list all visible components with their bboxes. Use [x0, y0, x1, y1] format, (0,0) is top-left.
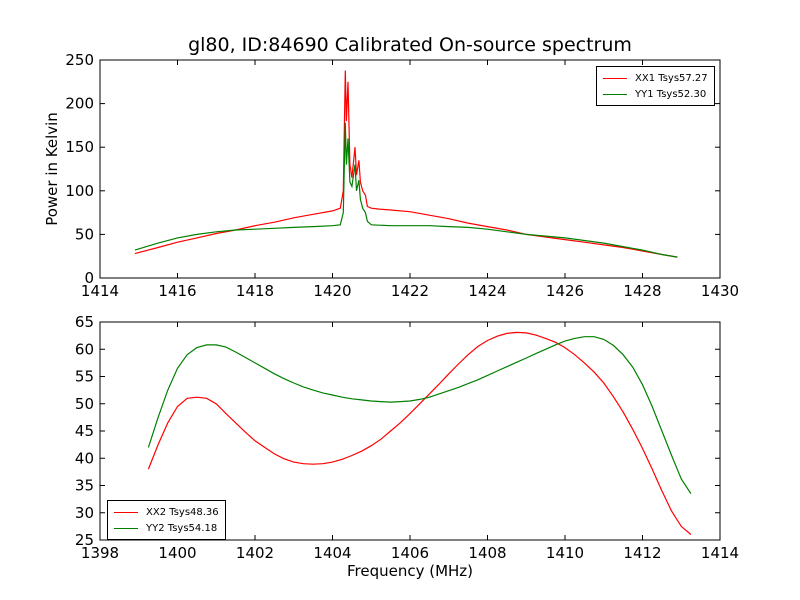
top-y-tick-label: 200: [65, 95, 94, 113]
bottom-x-tick-label: 1414: [701, 544, 739, 562]
bottom-plot-panel: 1398 1400 1402 1404 1406 1408 1410 1412 1414 25 30…: [75, 313, 739, 562]
top-y-tick-label: 250: [65, 51, 94, 69]
bottom-y-tick-label: 25: [75, 531, 94, 549]
legend-label-xx2: XX2 Tsys48.36: [146, 506, 219, 518]
legend-entry-yy2: YY2 Tsys54.18: [114, 520, 219, 536]
top-x-tick-label: 1426: [546, 282, 584, 300]
bottom-y-tick-label: 50: [75, 395, 94, 413]
top-y-tick-label: 0: [84, 269, 94, 287]
bottom-y-tick-label: 45: [75, 422, 94, 440]
bottom-x-tick-label: 1406: [391, 544, 429, 562]
bottom-x-tick-label: 1408: [468, 544, 506, 562]
top-series-1-line: [134, 70, 678, 258]
top-x-tick-label: 1418: [236, 282, 274, 300]
legend-entry-yy1: YY1 Tsys52.30: [603, 86, 708, 102]
top-x-tick-label: 1424: [468, 282, 506, 300]
top-x-tick-label: 1416: [158, 282, 196, 300]
legend-top: XX1 Tsys57.27 YY1 Tsys52.30: [596, 66, 715, 106]
legend-label-yy2: YY2 Tsys54.18: [146, 522, 218, 534]
top-y-tick-label: 100: [65, 182, 94, 200]
top-series-2-line: [134, 122, 678, 258]
legend-entry-xx2: XX2 Tsys48.36: [114, 504, 219, 520]
top-plot-panel: 1414 1416 1418 1420 1422 1424 1426 1428 1430 0 50 1…: [65, 51, 739, 300]
legend-swatch-xx1: [603, 77, 627, 79]
bottom-x-tick-label: 1398: [81, 544, 119, 562]
top-y-tick-label: 150: [65, 138, 94, 156]
x-axis-label-bottom: Frequency (MHz): [346, 562, 474, 580]
y-axis-label-top: Power in Kelvin: [43, 112, 61, 226]
top-x-tick-label: 1422: [391, 282, 429, 300]
bottom-y-tick-label: 30: [75, 504, 94, 522]
bottom-series-2-line: [147, 336, 692, 495]
bottom-y-tick-label: 40: [75, 449, 94, 467]
bottom-x-tick-label: 1410: [546, 544, 584, 562]
bottom-series-1-line: [147, 331, 692, 535]
top-x-tick-label: 1430: [701, 282, 739, 300]
top-y-tick-label: 50: [75, 225, 94, 243]
bottom-x-tick-label: 1402: [236, 544, 274, 562]
top-x-tick-label: 1420: [313, 282, 351, 300]
bottom-y-tick-label: 35: [75, 477, 94, 495]
legend-label-yy1: YY1 Tsys52.30: [635, 88, 707, 100]
legend-label-xx1: XX1 Tsys57.27: [635, 72, 708, 84]
legend-entry-xx1: XX1 Tsys57.27: [603, 70, 708, 86]
legend-swatch-yy2: [114, 527, 138, 529]
legend-bottom: XX2 Tsys48.36 YY2 Tsys54.18: [107, 500, 226, 540]
legend-swatch-yy1: [603, 93, 627, 95]
bottom-x-tick-label: 1400: [158, 544, 196, 562]
top-x-tick-label: 1428: [623, 282, 661, 300]
legend-swatch-xx2: [114, 511, 138, 513]
chart-title: gl80, ID:84690 Calibrated On-source spec…: [188, 34, 632, 56]
bottom-x-tick-label: 1404: [313, 544, 351, 562]
bottom-y-tick-label: 55: [75, 368, 94, 386]
bottom-y-tick-label: 65: [75, 313, 94, 331]
bottom-y-tick-label: 60: [75, 340, 94, 358]
bottom-x-tick-label: 1412: [623, 544, 661, 562]
top-x-tick-label: 1414: [81, 282, 119, 300]
